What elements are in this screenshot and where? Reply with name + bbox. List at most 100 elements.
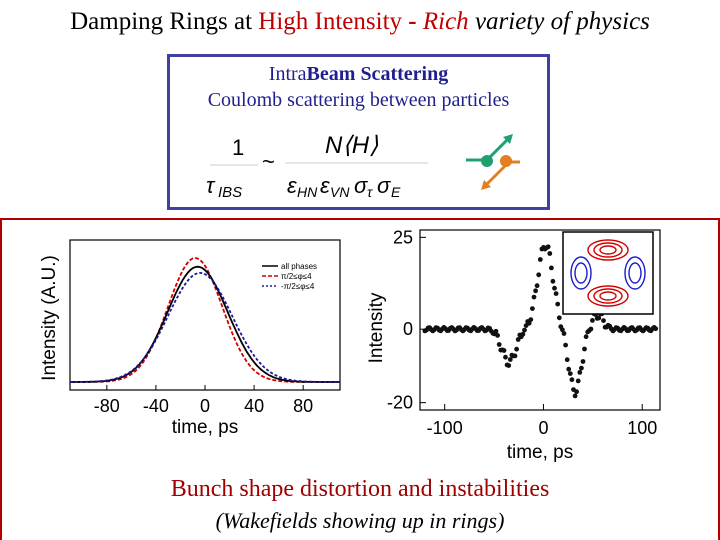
ibs-box: IntraBeam Scattering Coulomb scattering …: [167, 54, 550, 210]
chart2-xlabel: time, ps: [507, 442, 574, 463]
formula-rhs-den-sub4: E: [391, 184, 401, 200]
scatter-point-68: [530, 306, 535, 311]
series-line-0: [70, 257, 340, 383]
formula-rhs-den-sub1: HN: [297, 184, 318, 200]
formula-rhs-den-sigma1: σ: [354, 173, 368, 198]
caption-line2: (Wakefields showing up in rings): [215, 508, 505, 533]
scatter-point-97: [575, 378, 581, 384]
scatter-point-78: [545, 244, 551, 250]
scatter-point-87: [560, 327, 565, 333]
scatter-point-91: [566, 366, 572, 372]
chart1-xtick-3: 40: [244, 396, 264, 416]
scatter-point-63: [522, 327, 527, 333]
scatter-point-79: [547, 251, 553, 256]
orange-arrow: [482, 163, 508, 189]
formula-lhs-den: τ: [206, 173, 216, 198]
green-particle: [481, 155, 493, 167]
inset-blue-contours: [570, 256, 646, 290]
scatter-point-89: [563, 342, 568, 348]
mode-inset: [562, 231, 654, 315]
chart2-ticks: -100 0 100 25 0 -20: [387, 227, 657, 438]
scatter-point-72: [536, 272, 542, 278]
scatter-point-102: [583, 334, 589, 340]
chart1-xtick-0: -80: [94, 396, 120, 416]
slide-title: Damping Rings at High Intensity - Rich v…: [0, 8, 720, 36]
chart2-xtick-0: -100: [427, 418, 463, 438]
formula-sim: ~: [262, 149, 275, 174]
title-part1: Damping Rings at: [70, 8, 259, 35]
bunch-shape-chart: -80 -40 0 40 80 time, ps Intensity (A.U.) al…: [39, 239, 341, 438]
chart2-ytick-0: 25: [393, 227, 413, 247]
green-arrow: [485, 135, 512, 162]
scatter-point-83: [553, 291, 559, 296]
chart1-x-ticks: -80 -40 0 40 80: [94, 385, 313, 416]
title-highlight: High Intensity: [258, 8, 403, 35]
scatter-point-69: [531, 294, 537, 300]
chart1-curves: [70, 257, 340, 383]
scatter-point-95: [572, 393, 578, 399]
chart1-ylabel: Intensity (A.U.): [39, 255, 60, 381]
scatter-point-93: [569, 377, 575, 383]
chart2-frame: [419, 229, 661, 411]
scatter-point-146: [653, 326, 659, 332]
inset-frame: [562, 231, 654, 315]
scatter-point-57: [512, 353, 518, 359]
scatter-point-90: [564, 357, 570, 363]
scatter-point-82: [552, 285, 557, 291]
ibs-formula: 1 τ IBS ~ N⟨H⟩ ε HN ε VN σ τ σ E: [206, 132, 520, 201]
formula-lhs-num: 1: [232, 135, 244, 160]
chart1-xtick-2: 0: [200, 396, 210, 416]
scatter-point-98: [577, 370, 583, 375]
collision-illustration: [466, 134, 520, 190]
ibs-scattering: Scattering: [360, 63, 449, 85]
chart1-xlabel: time, ps: [172, 417, 239, 438]
legend-2: -π/2≤φ≤4: [281, 282, 315, 291]
inset-red-contours: [587, 239, 629, 307]
scatter-point-59: [515, 337, 521, 342]
ibs-description: Coulomb scattering between particles: [207, 89, 510, 111]
chart1-legend: all phases π/2≤φ≤4 -π/2≤φ≤4: [262, 262, 317, 291]
formula-rhs-den-sigma2: σ: [377, 173, 391, 198]
title-rest: variety of physics: [468, 8, 650, 35]
chart1-xtick-4: 80: [293, 396, 313, 416]
scatter-point-85: [556, 315, 562, 321]
scatter-point-92: [567, 371, 573, 376]
scatter-point-66: [526, 320, 532, 326]
scatter-point-96: [574, 389, 579, 395]
chart2-ylabel: Intensity: [366, 292, 387, 363]
caption-line1: Bunch shape distortion and instabilities: [170, 476, 550, 502]
scatter-point-47: [496, 342, 502, 347]
scatter-point-73: [537, 257, 543, 262]
chart1-xtick-1: -40: [143, 396, 169, 416]
scatter-point-100: [580, 359, 586, 364]
scatter-point-70: [533, 288, 538, 294]
formula-rhs-den-eps1: ε: [287, 173, 297, 198]
scatter-point-80: [549, 265, 554, 271]
chart2-xtick-2: 100: [627, 418, 657, 438]
ibs-intra: Intra: [268, 63, 307, 85]
formula-lhs-sub: IBS: [218, 184, 242, 201]
scatter-point-106: [590, 318, 595, 323]
scatter-point-71: [534, 283, 540, 289]
scatter-point-58: [514, 346, 519, 352]
orange-particle: [500, 155, 512, 167]
formula-rhs-den-eps2: ε: [320, 173, 330, 198]
formula-rhs-den-sub2: VN: [330, 184, 350, 200]
lower-panel: [0, 218, 720, 540]
scatter-point-51: [503, 354, 508, 360]
title-dash: -: [402, 8, 423, 35]
legend-0: all phases: [281, 262, 317, 271]
formula-rhs-num: N⟨H⟩: [325, 132, 379, 159]
ibs-beam: Beam: [306, 63, 356, 85]
scatter-point-110: [596, 315, 602, 321]
instability-chart: -100 0 100 25 0 -20 time, ps Intensity: [366, 227, 661, 463]
scatter-point-105: [588, 326, 594, 332]
scatter-point-50: [501, 348, 507, 353]
scatter-point-67: [528, 317, 534, 322]
scatter-point-99: [579, 365, 584, 371]
orange-arrowhead: [481, 180, 491, 190]
ibs-heading: IntraBeam Scattering: [170, 63, 547, 86]
title-rich: Rich: [422, 8, 469, 35]
chart2-xtick-1: 0: [538, 418, 548, 438]
scatter-point-84: [555, 301, 561, 307]
